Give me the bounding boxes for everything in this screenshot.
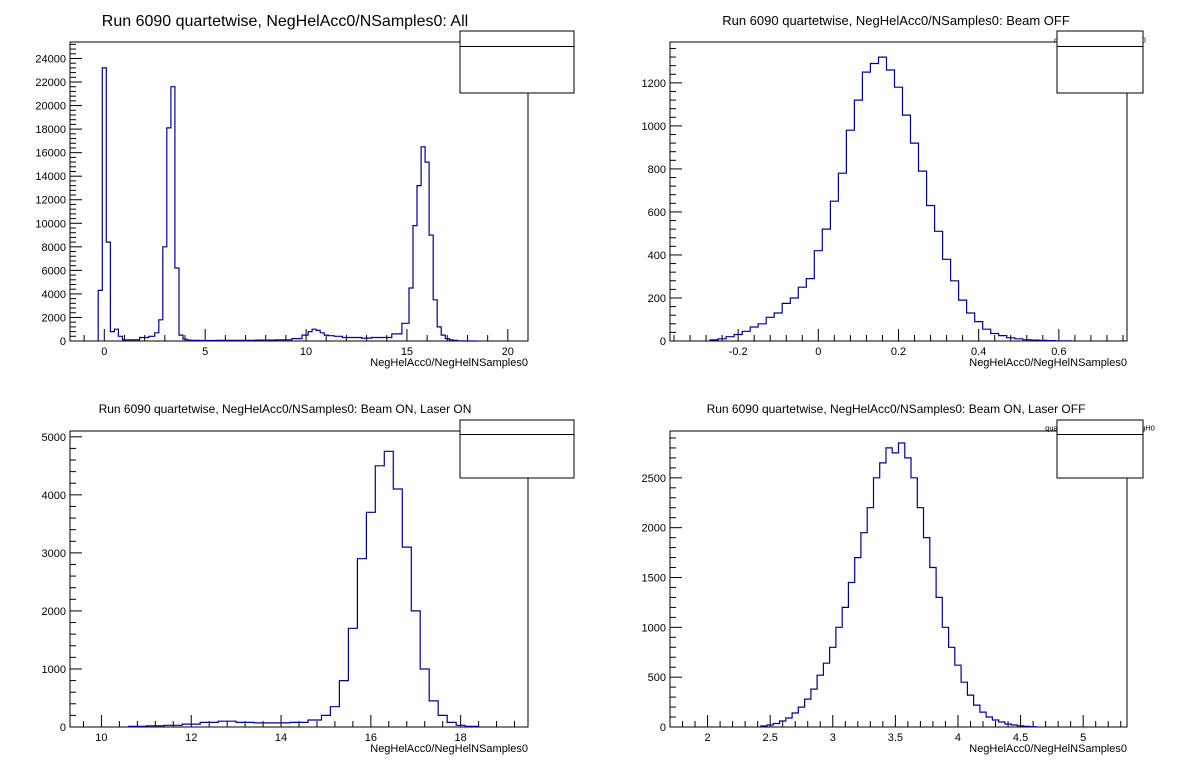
x-tick-label: 10 xyxy=(300,346,312,358)
histogram-line xyxy=(97,67,478,342)
x-tick-label: 0 xyxy=(101,346,107,358)
y-tick-label: 200 xyxy=(648,293,666,305)
plot-frame xyxy=(669,430,1128,728)
y-tick-label: 14000 xyxy=(35,171,66,183)
x-tick-label: 5 xyxy=(1080,732,1086,744)
y-tick-label: 500 xyxy=(648,672,666,684)
panel-title: Run 6090 quartetwise, NegHelAcc0/NSample… xyxy=(707,402,1086,416)
histogram-line xyxy=(760,442,1037,728)
y-tick-label: 0 xyxy=(60,336,66,348)
y-tick-label: 10000 xyxy=(35,218,66,230)
x-tick-label: 12 xyxy=(185,732,197,744)
panel-title: Run 6090 quartetwise, NegHelAcc0/NSample… xyxy=(99,402,472,416)
x-axis-label: NegHelAcc0/NegHelNSamples0 xyxy=(370,357,528,369)
x-tick-label: 15 xyxy=(401,346,413,358)
panel-title: Run 6090 quartetwise, NegHelAcc0/NSample… xyxy=(102,13,468,30)
x-tick-label: -0.2 xyxy=(729,346,748,358)
x-tick-label: 0 xyxy=(815,346,821,358)
y-tick-label: 5000 xyxy=(42,432,66,444)
x-tick-label: 10 xyxy=(95,732,107,744)
histogram-panel-4: Run 6090 quartetwise, NegHelAcc0/NSample… xyxy=(642,402,1127,755)
y-tick-label: 2000 xyxy=(642,523,666,535)
x-tick-label: 16 xyxy=(365,732,377,744)
y-tick-label: 6000 xyxy=(42,265,66,277)
histogram-panel-3: Run 6090 quartetwise, NegHelAcc0/NSample… xyxy=(42,402,528,755)
y-tick-label: 18000 xyxy=(35,124,66,136)
y-tick-label: 2000 xyxy=(42,312,66,324)
y-tick-label: 1000 xyxy=(642,121,666,133)
x-axis-label: NegHelAcc0/NegHelNSamples0 xyxy=(969,743,1127,755)
plot-frame xyxy=(69,430,529,728)
y-tick-label: 1200 xyxy=(642,78,666,90)
histogram-line xyxy=(127,450,480,727)
histogram-panel-1: Run 6090 quartetwise, NegHelAcc0/NSample… xyxy=(35,13,528,369)
y-tick-label: 0 xyxy=(60,722,66,734)
x-tick-label: 0.6 xyxy=(1051,346,1066,358)
y-tick-label: 12000 xyxy=(35,195,66,207)
y-tick-label: 16000 xyxy=(35,148,66,160)
x-tick-label: 3.5 xyxy=(888,732,903,744)
x-tick-label: 18 xyxy=(455,732,467,744)
x-tick-label: 0.2 xyxy=(891,346,906,358)
histogram-line xyxy=(709,56,1072,342)
y-tick-label: 0 xyxy=(660,336,666,348)
histogram-panel-2: Run 6090 quartetwise, NegHelAcc0/NSample… xyxy=(642,13,1127,369)
y-tick-label: 1000 xyxy=(642,622,666,634)
stats-box-frame xyxy=(459,419,575,479)
y-tick-label: 3000 xyxy=(42,548,66,560)
y-tick-label: 800 xyxy=(648,164,666,176)
panel-title: Run 6090 quartetwise, NegHelAcc0/NSample… xyxy=(722,13,1070,28)
x-tick-label: 5 xyxy=(202,346,208,358)
plot-frame xyxy=(69,41,529,342)
y-tick-label: 8000 xyxy=(42,242,66,254)
x-tick-label: 4.5 xyxy=(1013,732,1028,744)
stats-box-frame xyxy=(459,30,575,94)
x-tick-label: 0.4 xyxy=(971,346,986,358)
y-tick-label: 24000 xyxy=(35,53,66,65)
y-tick-label: 600 xyxy=(648,207,666,219)
stats-box-frame xyxy=(1056,30,1144,94)
y-tick-label: 4000 xyxy=(42,490,66,502)
x-axis-label: NegHelAcc0/NegHelNSamples0 xyxy=(969,357,1127,369)
y-tick-label: 2500 xyxy=(642,473,666,485)
x-axis-label: NegHelAcc0/NegHelNSamples0 xyxy=(370,743,528,755)
x-tick-label: 3 xyxy=(830,732,836,744)
y-tick-label: 1000 xyxy=(42,664,66,676)
stats-box-frame xyxy=(1056,419,1144,479)
y-tick-label: 20000 xyxy=(35,101,66,113)
y-tick-label: 400 xyxy=(648,250,666,262)
x-tick-label: 14 xyxy=(275,732,287,744)
y-tick-label: 4000 xyxy=(42,289,66,301)
x-tick-label: 4 xyxy=(955,732,961,744)
y-tick-label: 22000 xyxy=(35,77,66,89)
x-tick-label: 20 xyxy=(502,346,514,358)
x-tick-label: 2.5 xyxy=(763,732,778,744)
y-tick-label: 1500 xyxy=(642,573,666,585)
y-tick-label: 0 xyxy=(660,722,666,734)
y-tick-label: 2000 xyxy=(42,606,66,618)
x-tick-label: 2 xyxy=(704,732,710,744)
